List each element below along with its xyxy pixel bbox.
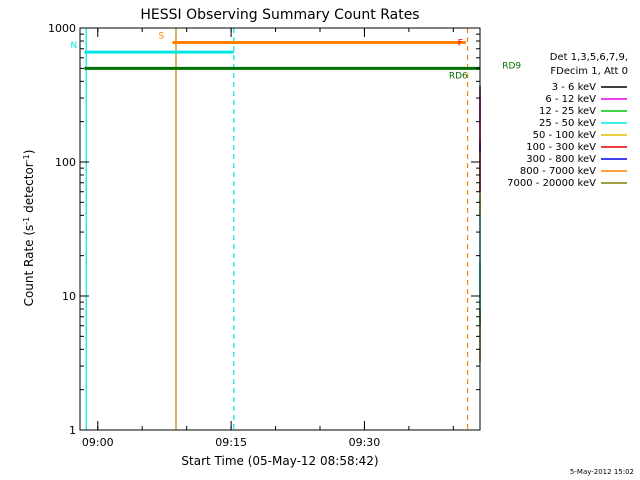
y-tick-label: 1 — [69, 424, 76, 437]
chart-title: HESSI Observing Summary Count Rates — [140, 7, 419, 23]
legend-entry-label: 7000 - 20000 keV — [507, 178, 596, 189]
legend-entry-label: 50 - 100 keV — [533, 130, 597, 141]
y-tick-label: 10 — [62, 290, 76, 303]
y-axis-label: Count Rate (s-1 detector-1) — [22, 150, 37, 307]
x-tick-label: 09:15 — [215, 436, 247, 449]
y-axis-label-part: ) — [22, 150, 36, 155]
plot-layer: S N F RD9 RD6 1 10 100 1000 09:00 09:15 09:30 — [48, 22, 521, 449]
legend-entry-label: 6 - 12 keV — [545, 94, 596, 105]
legend: Det 1,3,5,6,7,9, FDecim 1, Att 0 3 - 6 keV… — [507, 52, 628, 189]
plot-frame — [79, 27, 481, 431]
legend-entry-label: 12 - 25 keV — [539, 106, 596, 117]
legend-entry-label: 3 - 6 keV — [552, 82, 596, 93]
legend-entry-label: 300 - 800 keV — [526, 154, 596, 165]
legend-entry-label: 25 - 50 keV — [539, 118, 596, 129]
x-tick-label: 09:30 — [349, 436, 381, 449]
y-axis-label-part: detector — [22, 162, 36, 217]
legend-entry-label: 800 - 7000 keV — [520, 166, 596, 177]
x-tick-label: 09:00 — [82, 436, 114, 449]
y-tick-label: 1000 — [48, 22, 76, 35]
x-axis-label: Start Time (05-May-12 08:58:42) — [181, 454, 378, 468]
annotation-label: RD9 — [502, 61, 521, 71]
y-axis-label-part: -1 — [22, 154, 31, 162]
y-tick-label: 100 — [55, 156, 76, 169]
state-flag-label: S — [158, 31, 164, 41]
state-flag-label: N — [70, 41, 77, 51]
y-axis-label-part: -1 — [22, 217, 31, 225]
legend-header: Det 1,3,5,6,7,9, — [550, 52, 628, 63]
annotation-label: RD6 — [449, 71, 468, 81]
annotation-label: F — [458, 39, 463, 49]
footer-date: 5-May-2012 15:02 — [570, 468, 634, 476]
legend-header: FDecim 1, Att 0 — [550, 66, 628, 77]
legend-entry-label: 100 - 300 keV — [526, 142, 596, 153]
y-axis-label-part: Count Rate (s — [22, 225, 36, 307]
